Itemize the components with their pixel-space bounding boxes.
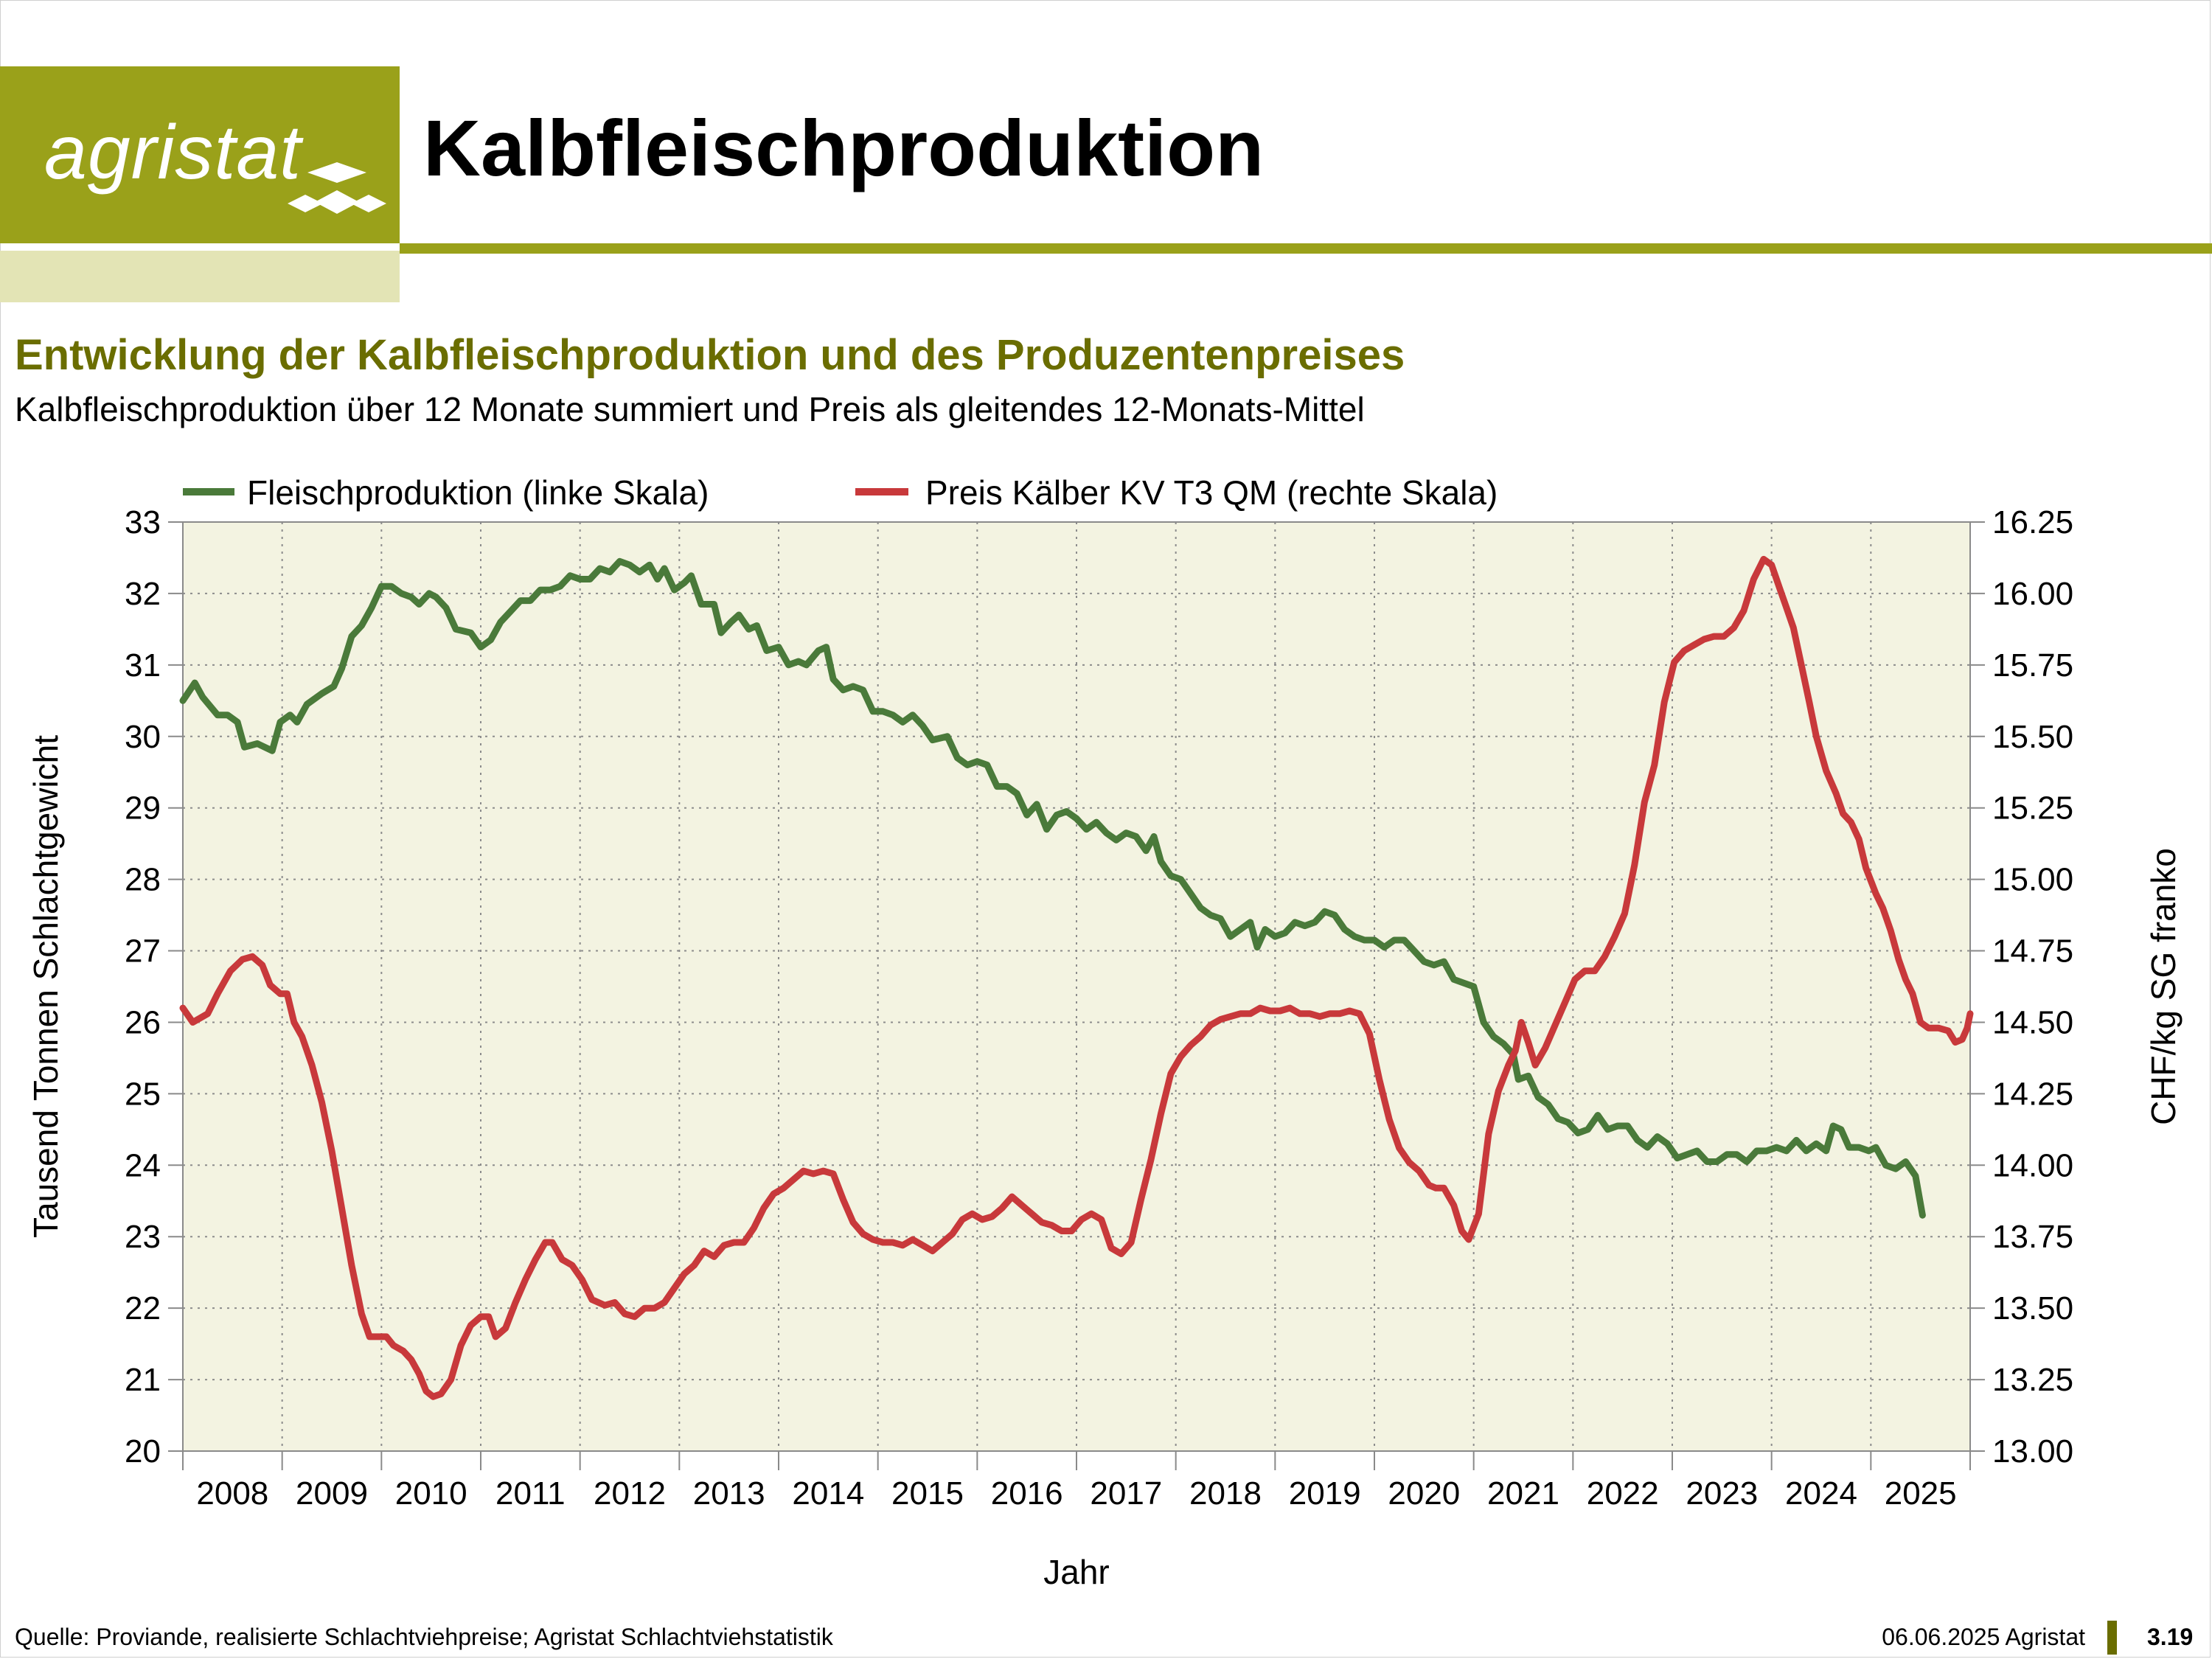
logo-panel bbox=[0, 66, 400, 243]
footer-source: Quelle: Proviande, realisierte Schlachtv… bbox=[15, 1624, 833, 1650]
right-tick-label: 15.25 bbox=[1992, 790, 2073, 827]
left-tick-label: 33 bbox=[125, 504, 161, 540]
legend-label-production: Fleischproduktion (linke Skala) bbox=[247, 473, 709, 512]
x-axis-label: Jahr bbox=[1043, 1553, 1109, 1591]
x-tick-label: 2018 bbox=[1189, 1475, 1262, 1512]
series-line-price bbox=[179, 555, 1974, 1400]
left-tick-label: 22 bbox=[125, 1290, 161, 1326]
x-tick-label: 2016 bbox=[991, 1475, 1063, 1512]
left-tick-label: 31 bbox=[125, 647, 161, 684]
x-tick-label: 2009 bbox=[296, 1475, 368, 1512]
y-axis-label-right: CHF/kg SG franko bbox=[2144, 848, 2183, 1125]
right-tick-label: 14.00 bbox=[1992, 1147, 2073, 1183]
right-tick-label: 15.75 bbox=[1992, 647, 2073, 684]
right-tick-label: 15.50 bbox=[1992, 719, 2073, 755]
right-tick-label: 13.50 bbox=[1992, 1290, 2073, 1326]
grid bbox=[183, 522, 1970, 1451]
right-tick-label: 16.25 bbox=[1992, 504, 2073, 540]
right-tick-label: 14.50 bbox=[1992, 1004, 2073, 1040]
x-tick-label: 2020 bbox=[1388, 1475, 1460, 1512]
left-tick-label: 21 bbox=[125, 1362, 161, 1398]
x-tick-label: 2022 bbox=[1587, 1475, 1659, 1512]
right-tick-label: 16.00 bbox=[1992, 576, 2073, 612]
right-tick-label: 14.75 bbox=[1992, 933, 2073, 970]
x-tick-label: 2019 bbox=[1289, 1475, 1361, 1512]
x-tick-label: 2021 bbox=[1487, 1475, 1559, 1512]
logo-diamonds-icon bbox=[288, 162, 386, 214]
left-tick-label: 29 bbox=[125, 790, 161, 827]
right-tick-label: 15.00 bbox=[1992, 862, 2073, 898]
series-line-production bbox=[179, 557, 1926, 1219]
x-tick-label: 2012 bbox=[594, 1475, 666, 1512]
left-tick-label: 28 bbox=[125, 862, 161, 898]
x-tick-label: 2023 bbox=[1686, 1475, 1758, 1512]
logo-text: agristat bbox=[44, 110, 302, 195]
left-tick-label: 24 bbox=[125, 1147, 161, 1183]
x-tick-label: 2025 bbox=[1885, 1475, 1957, 1512]
title-rule bbox=[400, 243, 2212, 254]
right-tick-label: 13.00 bbox=[1992, 1433, 2073, 1470]
axis-ticks: 2008 2009 2010 2011 2012 2013 2014 2015 2016 2017… bbox=[125, 504, 2073, 1512]
x-tick-label: 2015 bbox=[891, 1475, 964, 1512]
left-tick-label: 25 bbox=[125, 1076, 161, 1112]
y-axis-label-left: Tausend Tonnen Schlachtgewicht bbox=[27, 735, 65, 1238]
footer-date: 06.06.2025 Agristat bbox=[1882, 1624, 2085, 1650]
x-tick-label: 2017 bbox=[1090, 1475, 1162, 1512]
series bbox=[179, 555, 1974, 1400]
x-tick-label: 2013 bbox=[693, 1475, 765, 1512]
page-title: Kalbfleischproduktion bbox=[423, 103, 1265, 192]
x-tick-label: 2024 bbox=[1785, 1475, 1857, 1512]
logo-underbar bbox=[0, 251, 400, 302]
right-tick-label: 14.25 bbox=[1992, 1076, 2073, 1112]
chart-subtitle: Entwicklung der Kalbfleischproduktion un… bbox=[15, 331, 1405, 379]
left-tick-label: 32 bbox=[125, 576, 161, 612]
footer-divider bbox=[2107, 1621, 2117, 1655]
chart: 2008 2009 2010 2011 2012 2013 2014 2015 2016 2017… bbox=[27, 473, 2183, 1591]
page-number: 3.19 bbox=[2147, 1624, 2194, 1650]
left-tick-label: 20 bbox=[125, 1433, 161, 1470]
x-tick-label: 2014 bbox=[792, 1475, 864, 1512]
left-tick-label: 30 bbox=[125, 719, 161, 755]
left-tick-label: 27 bbox=[125, 933, 161, 970]
left-tick-label: 26 bbox=[125, 1004, 161, 1040]
left-tick-label: 23 bbox=[125, 1219, 161, 1255]
legend: Fleischproduktion (linke Skala) Preis Kä… bbox=[183, 473, 1498, 512]
right-tick-label: 13.75 bbox=[1992, 1219, 2073, 1255]
legend-label-price: Preis Kälber KV T3 QM (rechte Skala) bbox=[925, 473, 1498, 512]
right-tick-label: 13.25 bbox=[1992, 1362, 2073, 1398]
x-tick-label: 2008 bbox=[196, 1475, 268, 1512]
chart-description: Kalbfleischproduktion über 12 Monate sum… bbox=[15, 390, 1365, 428]
x-tick-label: 2010 bbox=[395, 1475, 467, 1512]
x-tick-label: 2011 bbox=[495, 1475, 566, 1512]
